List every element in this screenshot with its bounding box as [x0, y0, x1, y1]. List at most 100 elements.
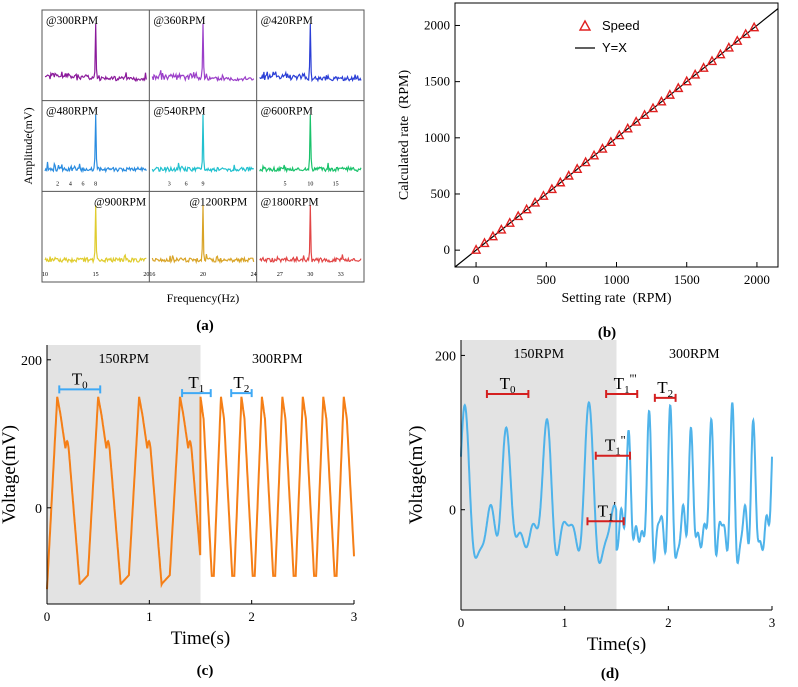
- voltage-trace: [460, 400, 773, 565]
- speed-point: [740, 28, 751, 39]
- speed-point: [529, 196, 541, 207]
- spectrum-line: [259, 23, 362, 83]
- period-label-sub: 1: [199, 383, 205, 395]
- chart-a-frame: [41, 9, 365, 283]
- chart-d-xlabel: Time(s): [587, 634, 646, 655]
- speed-point: [504, 217, 515, 227]
- subplot-label: @300RPM: [46, 15, 98, 27]
- speed-point: [538, 190, 549, 200]
- x-tick-label: 2: [248, 609, 255, 624]
- spectrum-line: [151, 23, 255, 83]
- y-tick-label: 0: [35, 502, 42, 517]
- period-label-main: T: [598, 501, 609, 520]
- spectrum-line: [259, 205, 362, 265]
- period-label-prime: ': [614, 498, 616, 513]
- region-label: 150RPM: [513, 347, 564, 362]
- region-label: 300RPM: [252, 352, 303, 367]
- speed-point: [487, 230, 499, 241]
- speed-point: [513, 210, 524, 221]
- subplot-tick-label: 15: [333, 181, 339, 187]
- spectrum-line: [44, 23, 147, 82]
- period-label: T1': [598, 498, 616, 523]
- y-tick-label: 500: [431, 186, 451, 201]
- legend-label-yx: Y=X: [602, 40, 627, 55]
- y-tick-label: 1500: [424, 74, 450, 89]
- speed-point: [572, 163, 583, 173]
- speed-point: [479, 237, 490, 248]
- speed-point: [706, 55, 718, 66]
- chart-b-xlabel: Setting rate (RPM): [561, 291, 671, 306]
- period-label-sub: 0: [82, 379, 88, 391]
- period-label: T1''': [614, 371, 637, 396]
- x-tick-label: 2: [665, 615, 672, 630]
- x-tick-label: 2000: [744, 272, 770, 287]
- speed-point: [639, 109, 650, 120]
- speed-point: [647, 102, 659, 113]
- y-tick-label: 200: [435, 349, 456, 364]
- period-label-main: T: [605, 436, 616, 455]
- chart-a-ylabel: Amplitude(mV): [21, 107, 35, 184]
- chart-b-ylabel: Calculated rate (RPM): [397, 70, 412, 201]
- panel-label-a: (a): [196, 318, 214, 334]
- x-tick-label: 0: [44, 609, 51, 624]
- y-tick-label: 0: [444, 242, 451, 257]
- subplot-tick-label: 4: [69, 181, 72, 187]
- y-tick-label: 2000: [424, 17, 450, 32]
- subplot-tick-label: 6: [185, 181, 188, 187]
- x-tick-label: 1000: [604, 272, 630, 287]
- period-label: T1'': [605, 433, 626, 458]
- speed-point: [664, 89, 676, 99]
- speed-point: [496, 223, 507, 234]
- speed-point: [546, 183, 558, 194]
- speed-point: [597, 143, 608, 153]
- subplot-tick-label: 6: [82, 181, 85, 187]
- speed-point: [605, 136, 617, 147]
- subplot-tick-label: 27: [277, 272, 283, 278]
- y-tick-label: 0: [449, 504, 456, 519]
- speed-point: [715, 48, 726, 59]
- period-label: T1: [188, 373, 204, 395]
- shaded-region: [461, 340, 617, 610]
- legend-label-speed: Speed: [602, 18, 640, 33]
- speed-point: [521, 203, 532, 214]
- period-label: T0: [72, 369, 88, 391]
- subplot-tick-label: 3: [168, 181, 171, 187]
- x-tick-label: 3: [769, 615, 776, 630]
- speed-point: [470, 244, 482, 254]
- subplot-label: @480RPM: [46, 106, 98, 118]
- subplot-label: @900RPM: [94, 196, 146, 208]
- subplot-label: @1200RPM: [189, 196, 247, 208]
- period-label-prime: ''': [630, 371, 637, 386]
- speed-point: [732, 35, 743, 45]
- subplot-tick-label: 2: [56, 181, 59, 187]
- speed-point: [580, 156, 591, 167]
- panel-label-d: (d): [601, 666, 619, 682]
- period-label-sub: 2: [244, 383, 250, 395]
- subplot-tick-label: 20: [200, 272, 206, 278]
- chart-c-xlabel: Time(s): [171, 628, 230, 649]
- period-label-main: T: [72, 369, 83, 388]
- x-tick-label: 1: [146, 609, 153, 624]
- chart-d-ylabel: Voltage(mV): [406, 426, 427, 525]
- speed-point: [656, 95, 667, 106]
- subplot-tick-label: 15: [93, 272, 99, 278]
- subplot-label: @600RPM: [261, 106, 313, 118]
- subplot-tick-label: 10: [307, 181, 313, 187]
- period-label-sub: 0: [510, 384, 516, 396]
- region-label: 150RPM: [98, 352, 149, 367]
- spectrum-line: [151, 205, 255, 265]
- period-label: T2: [233, 373, 249, 395]
- x-tick-label: 0: [473, 272, 480, 287]
- period-label: T0: [500, 374, 516, 396]
- chart-b: 0 500 1000 1500 2000 0 500 1000 1500 2000 Setting …: [397, 2, 779, 306]
- legend-marker-speed: [578, 19, 592, 31]
- subplot-tick-label: 5: [284, 181, 287, 187]
- x-tick-label: 3: [351, 609, 358, 624]
- subplot-tick-label: 30: [307, 272, 313, 278]
- y-tick-label: 200: [21, 354, 42, 369]
- period-label-main: T: [500, 374, 511, 393]
- period-label-sub: 1: [608, 511, 614, 523]
- speed-point: [673, 82, 684, 93]
- period-label-main: T: [188, 373, 199, 392]
